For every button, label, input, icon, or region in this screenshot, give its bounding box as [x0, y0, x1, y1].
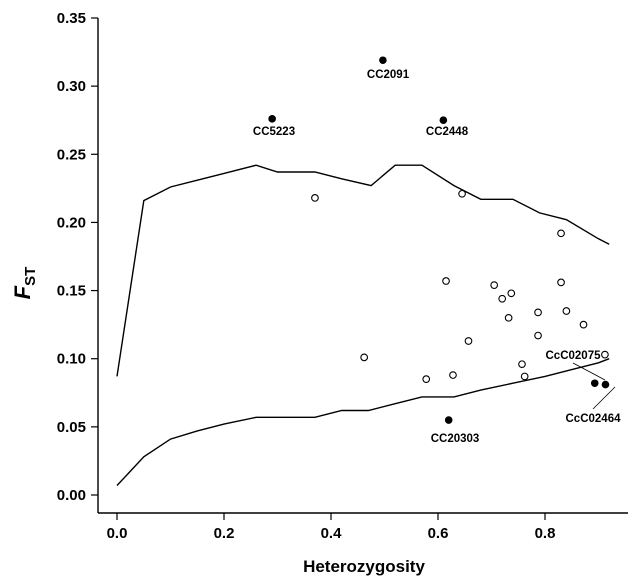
- neutral-point: [458, 189, 466, 198]
- outlier-point: [601, 380, 610, 389]
- outlier-label: CC2448: [426, 126, 469, 138]
- neutral-point: [520, 372, 529, 381]
- x-axis-label: Heterozygosity: [303, 557, 425, 576]
- x-tick-label: 0.4: [321, 525, 343, 542]
- leader-line: [592, 386, 616, 410]
- y-tick-label: 0.25: [57, 146, 86, 163]
- x-tick-label: 0.2: [214, 525, 235, 542]
- outlier-point: [444, 416, 453, 424]
- ticks: 0.0 0.2 0.4 0.6 0.8 0.00 0.05 0.10 0.15 0.20 0.25 0…: [57, 10, 556, 542]
- leader-line: [572, 362, 606, 381]
- neutral-point: [601, 350, 609, 359]
- upper-bound-line: [116, 164, 610, 377]
- y-tick-label: 0.30: [57, 78, 86, 95]
- neutral-point: [422, 375, 431, 384]
- neutral-point: [442, 277, 450, 285]
- neutral-point: [504, 313, 513, 322]
- neutral-point: [557, 229, 565, 238]
- neutral-point: [507, 289, 516, 298]
- outlier-label: CcC02464: [566, 413, 622, 425]
- y-tick-label: 0.15: [57, 283, 86, 300]
- x-tick-label: 0.6: [428, 525, 449, 542]
- outlier-label: CC2091: [367, 69, 410, 81]
- neutral-point: [360, 353, 369, 362]
- neutral-point: [311, 194, 319, 202]
- outlier-point: [590, 379, 599, 388]
- outlier-label: CC20303: [431, 433, 480, 445]
- neutral-point: [579, 320, 588, 329]
- outlier-label: CC5223: [253, 126, 295, 138]
- neutral-point: [557, 278, 565, 287]
- y-tick-label: 0.10: [57, 351, 86, 368]
- outlier-point: [439, 116, 448, 125]
- neutral-point: [562, 307, 571, 315]
- annotations: CC2091 CC5223 CC2448 CC20303 CcC02075 CcC0246…: [253, 69, 621, 445]
- neutral-point: [498, 294, 507, 303]
- neutral-point: [449, 371, 457, 379]
- y-axis-label-sub: ST: [22, 267, 39, 286]
- confidence-curves: [116, 164, 610, 486]
- x-tick-label: 0.0: [107, 525, 128, 542]
- y-tick-label: 0.35: [57, 10, 86, 27]
- neutral-point: [534, 331, 542, 340]
- y-axis-label: FST: [10, 267, 39, 300]
- outlier-label: CcC02075: [546, 350, 602, 362]
- neutral-point: [518, 360, 526, 369]
- y-tick-label: 0.05: [57, 419, 86, 436]
- axes: [97, 18, 628, 514]
- neutral-point: [490, 281, 499, 289]
- y-tick-label: 0.20: [57, 214, 86, 231]
- data-points: [268, 56, 610, 424]
- outlier-point: [268, 115, 276, 123]
- outlier-point: [379, 56, 387, 65]
- lower-bound-line: [116, 358, 610, 486]
- neutral-point: [464, 337, 473, 345]
- y-tick-label: 0.00: [57, 487, 86, 504]
- y-axis-label-main: F: [10, 285, 35, 299]
- x-tick-label: 0.8: [535, 525, 556, 542]
- neutral-point: [534, 308, 542, 317]
